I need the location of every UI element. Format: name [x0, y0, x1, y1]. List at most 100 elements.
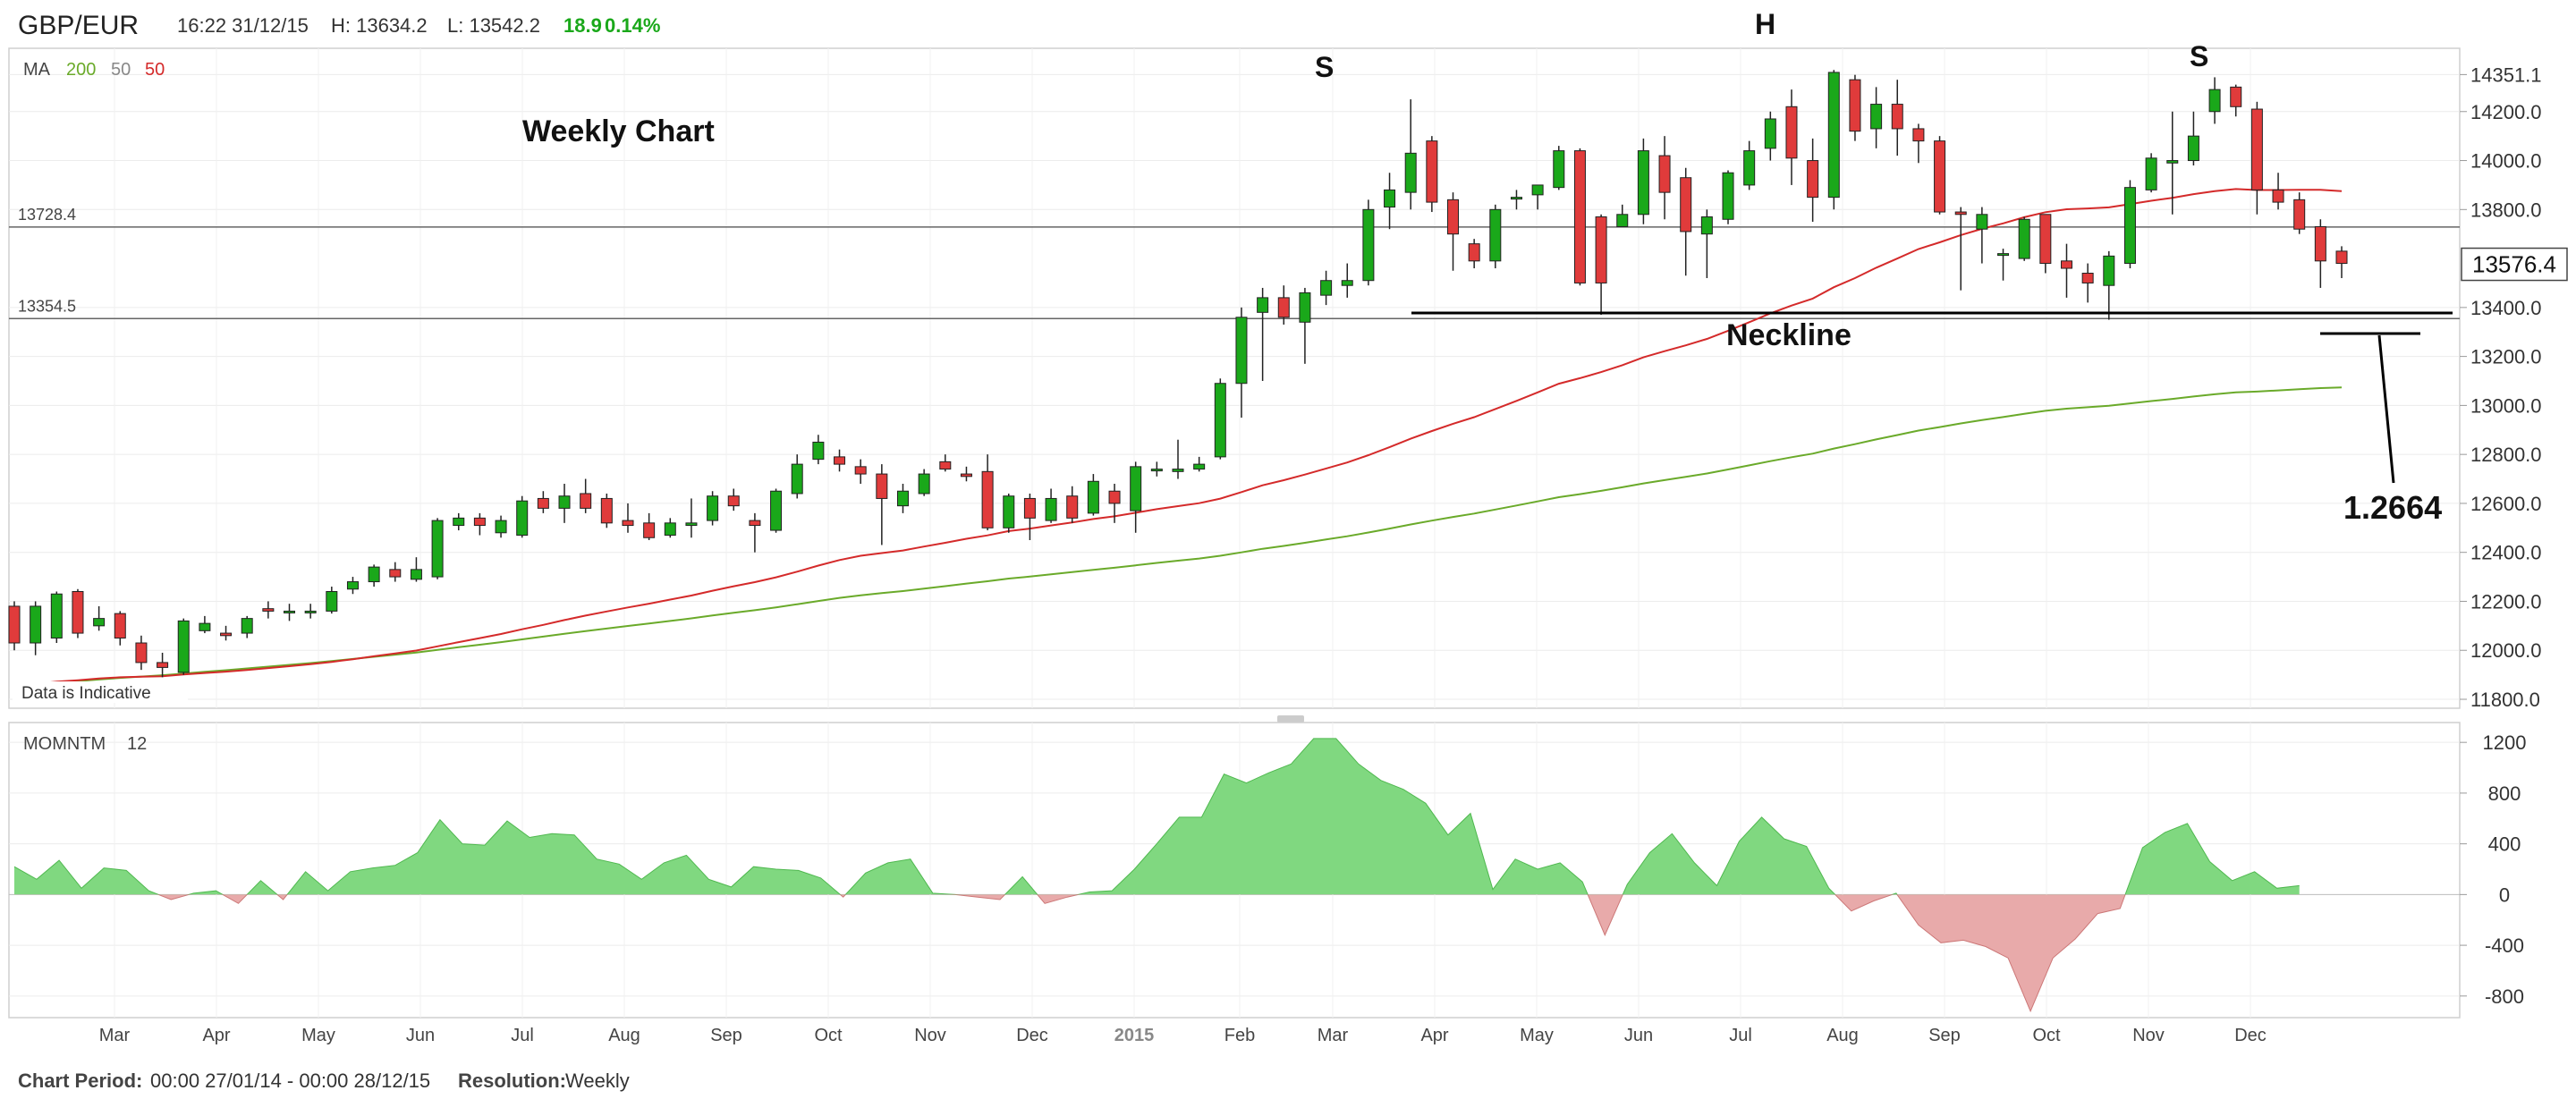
candle-body: [326, 591, 338, 612]
candle-body: [50, 593, 63, 639]
candle: [389, 562, 402, 582]
candle-body: [453, 517, 465, 527]
candle: [93, 605, 106, 631]
momentum-label: MOMNTM: [23, 734, 106, 754]
candle-body: [1468, 243, 1480, 262]
candle-body: [1023, 497, 1036, 519]
candle-body: [1700, 216, 1713, 235]
candle-body: [8, 605, 21, 644]
candle-body: [2230, 86, 2242, 107]
candle: [981, 454, 994, 531]
candle-body: [1045, 497, 1057, 521]
candle: [1193, 456, 1206, 472]
last-price-label: 13576.4: [2472, 251, 2556, 278]
candle: [410, 557, 422, 582]
candle: [1616, 204, 1629, 227]
price-tick-label: 12200.0: [2470, 590, 2542, 613]
candle: [896, 484, 909, 513]
x-tick-label: Oct: [2032, 1026, 2061, 1045]
panel-resize-handle[interactable]: [1277, 715, 1304, 723]
candle-body: [1130, 466, 1142, 511]
price-tick-label: 13400.0: [2470, 297, 2542, 319]
x-tick-label: Aug: [608, 1026, 640, 1045]
candle: [600, 493, 613, 528]
candle-body: [157, 662, 169, 668]
candle-body: [368, 566, 380, 583]
candle-body: [1722, 172, 1734, 220]
candle: [1912, 123, 1925, 164]
weekly-chart-title: Weekly Chart: [522, 114, 715, 148]
candle: [2081, 263, 2094, 303]
header-high: H: 13634.2: [331, 14, 428, 37]
momentum-tick-label: 0: [2499, 883, 2510, 906]
candle-body: [1934, 140, 1946, 213]
candle: [643, 512, 656, 540]
candle-body: [2081, 273, 2094, 283]
candle-body: [93, 618, 106, 627]
candle-body: [1616, 214, 1629, 227]
candle: [1891, 80, 1903, 156]
candle-body: [304, 610, 317, 613]
candle-body: [1870, 104, 1883, 130]
candle-body: [1150, 469, 1163, 472]
x-tick-label: Oct: [814, 1026, 843, 1045]
x-tick-label: Dec: [1016, 1026, 1048, 1045]
candle: [812, 435, 825, 465]
candle: [304, 604, 317, 619]
candle-body: [30, 605, 42, 644]
candle: [157, 652, 169, 678]
candle: [1870, 87, 1883, 148]
candle-body: [1003, 495, 1015, 528]
candle-body: [834, 456, 846, 465]
candle-body: [2208, 89, 2221, 113]
x-tick-label: Nov: [914, 1026, 946, 1045]
candle: [1531, 184, 1544, 210]
candle: [1087, 474, 1099, 516]
candle: [8, 601, 21, 651]
candle-body: [685, 522, 698, 527]
candle-body: [854, 466, 867, 475]
header-change-pct: 0.14%: [605, 14, 660, 37]
momentum-axis: 1200 800 400 0 -400 -800: [2460, 731, 2526, 1008]
candle: [1510, 190, 1522, 210]
candle: [346, 577, 359, 595]
candle-body: [1912, 128, 1925, 142]
candle: [1341, 263, 1353, 298]
candle: [1214, 378, 1226, 460]
candle-body: [643, 522, 656, 538]
candle-body: [1764, 118, 1776, 149]
candle: [50, 591, 63, 644]
candle: [1553, 146, 1565, 190]
candle: [854, 459, 867, 485]
candle-body: [1066, 495, 1079, 519]
candle-body: [1891, 104, 1903, 130]
candle: [2039, 214, 2052, 274]
candle: [2250, 101, 2263, 215]
candle-body: [1277, 297, 1290, 318]
candles: [8, 70, 2348, 678]
candle-body: [199, 622, 211, 631]
symbol-title: GBP/EUR: [18, 11, 139, 40]
candle: [1743, 140, 1756, 190]
candle: [1700, 209, 1713, 278]
target-label: 1.2664: [2343, 489, 2442, 526]
candle-body: [1531, 184, 1544, 196]
x-tick-label: Aug: [1826, 1026, 1859, 1045]
x-tick-label: May: [1520, 1026, 1554, 1045]
candle: [326, 587, 338, 614]
header-low: L: 13542.2: [447, 14, 540, 37]
candle: [1320, 270, 1333, 306]
candle: [1658, 136, 1671, 220]
momentum-tick-label: -400: [2485, 934, 2524, 957]
ma-50-line: [13, 188, 2343, 688]
candle: [1934, 136, 1946, 215]
candle: [1976, 207, 1988, 264]
candle-body: [1214, 383, 1226, 458]
ma-200-line: [13, 386, 2343, 688]
x-tick-label: Jun: [1624, 1026, 1653, 1045]
candle: [30, 601, 42, 655]
candle-body: [346, 581, 359, 590]
x-tick-label: Sep: [710, 1026, 742, 1045]
resolution-value: Weekly: [565, 1069, 630, 1092]
candle-body: [516, 500, 529, 537]
